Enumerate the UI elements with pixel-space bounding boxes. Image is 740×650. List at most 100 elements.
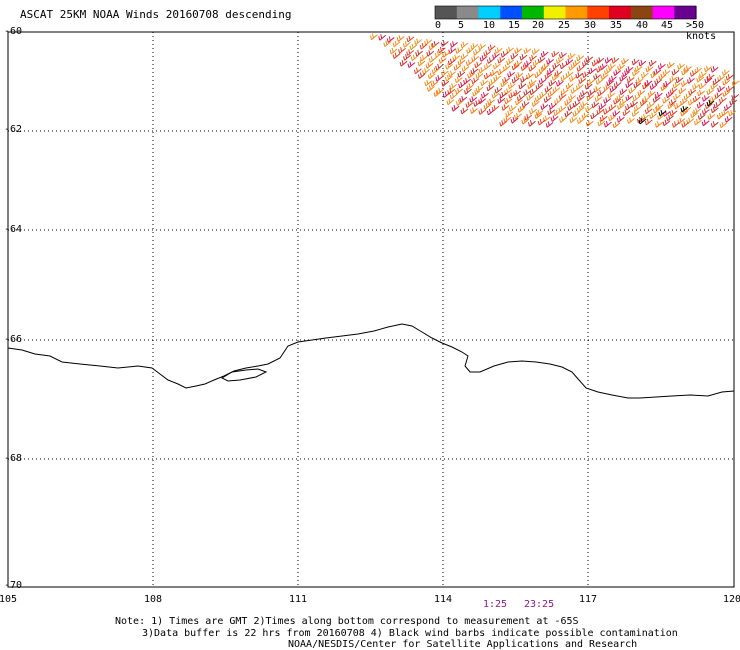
wind-barb <box>588 67 597 75</box>
wind-barb <box>622 70 630 78</box>
wind-barb <box>597 89 606 97</box>
wind-barb <box>662 97 670 104</box>
wind-barb <box>454 76 463 84</box>
wind-barb <box>593 73 602 81</box>
wind-barb <box>645 65 654 73</box>
colorbar-swatch <box>674 6 697 19</box>
wind-barb <box>693 107 702 115</box>
wind-barb <box>650 71 659 79</box>
colorbar-swatch <box>435 6 458 19</box>
wind-barb <box>511 63 520 71</box>
wind-barb <box>690 111 699 119</box>
wind-barb <box>633 105 642 112</box>
wind-barb <box>564 99 573 106</box>
wind-barb <box>634 65 643 72</box>
wind-barb <box>564 110 573 118</box>
wind-barb <box>389 47 398 55</box>
wind-barb <box>452 54 461 62</box>
colorbar-swatch <box>522 6 545 19</box>
wind-barb <box>551 50 560 58</box>
wind-barb <box>398 47 406 54</box>
wind-barb <box>417 72 426 79</box>
wind-barb <box>669 75 678 83</box>
wind-barb <box>631 69 640 77</box>
wind-barb <box>483 103 492 110</box>
wind-barb <box>585 120 594 127</box>
wind-barb <box>678 87 687 95</box>
wind-barb <box>607 91 616 99</box>
wind-barb <box>612 110 621 117</box>
wind-barb <box>524 113 533 121</box>
wind-barb <box>455 47 464 54</box>
wind-barb <box>406 35 415 43</box>
colorbar-swatch <box>609 6 632 19</box>
wind-barb <box>707 113 716 120</box>
wind-barb <box>697 113 706 120</box>
wind-barb <box>386 36 395 43</box>
wind-barb <box>544 86 553 93</box>
wind-barb <box>603 97 612 104</box>
wind-barb <box>608 114 616 122</box>
wind-barb <box>616 94 625 101</box>
wind-barb <box>465 101 474 109</box>
wind-barb <box>548 79 557 87</box>
wind-barb <box>666 61 675 69</box>
wind-barb <box>464 88 472 95</box>
wind-barb <box>493 75 502 82</box>
wind-barb <box>514 60 523 67</box>
wind-barb <box>457 59 466 66</box>
wind-barb <box>410 54 419 62</box>
wind-barb <box>657 63 666 70</box>
wind-barb <box>649 83 658 91</box>
wind-barb <box>521 118 530 125</box>
wind-barb <box>506 58 514 66</box>
wind-barb <box>499 91 508 99</box>
wind-barb <box>638 117 647 125</box>
wind-barb <box>568 94 576 101</box>
wind-barb <box>520 76 528 83</box>
wind-barb <box>597 119 606 127</box>
wind-barb <box>545 121 554 128</box>
wind-barb <box>621 58 629 65</box>
wind-barb <box>497 97 506 104</box>
colorbar-label: >50 knots <box>686 20 717 42</box>
wind-barb <box>578 77 587 84</box>
wind-barb <box>718 97 727 104</box>
wind-barb <box>534 71 543 79</box>
wind-barb <box>473 100 482 107</box>
wind-barb <box>570 87 579 94</box>
wind-barb <box>619 88 628 95</box>
wind-barb <box>706 88 715 96</box>
wind-barb <box>448 47 457 55</box>
wind-barb <box>612 121 621 129</box>
wind-barb <box>613 69 622 76</box>
wind-barb <box>576 95 585 102</box>
wind-barb <box>649 112 658 120</box>
colorbar-label: 45 <box>661 20 674 31</box>
wind-barb <box>532 60 541 67</box>
wind-barb <box>486 108 495 116</box>
wind-barb <box>531 100 540 107</box>
x-tick: 111 <box>288 594 308 605</box>
wind-barb <box>687 77 695 84</box>
wind-barb <box>547 108 556 116</box>
wind-barb <box>560 88 569 96</box>
wind-barb <box>567 52 576 60</box>
y-tick: -60 <box>4 26 23 37</box>
wind-barb <box>638 59 647 67</box>
wind-barb <box>666 114 674 122</box>
wind-barb <box>658 73 667 81</box>
wind-barb <box>723 104 732 112</box>
wind-barb <box>447 58 456 66</box>
wind-barb <box>631 110 640 117</box>
wind-barb <box>502 77 511 84</box>
wind-barb <box>524 60 532 67</box>
wind-barb <box>660 84 669 92</box>
wind-barb <box>520 64 529 71</box>
wind-barb <box>409 43 418 51</box>
wind-barb <box>490 69 498 77</box>
wind-barb <box>497 57 506 64</box>
wind-barb <box>653 68 662 76</box>
colorbar-label: 5 <box>458 20 465 31</box>
wind-barb <box>725 85 734 93</box>
